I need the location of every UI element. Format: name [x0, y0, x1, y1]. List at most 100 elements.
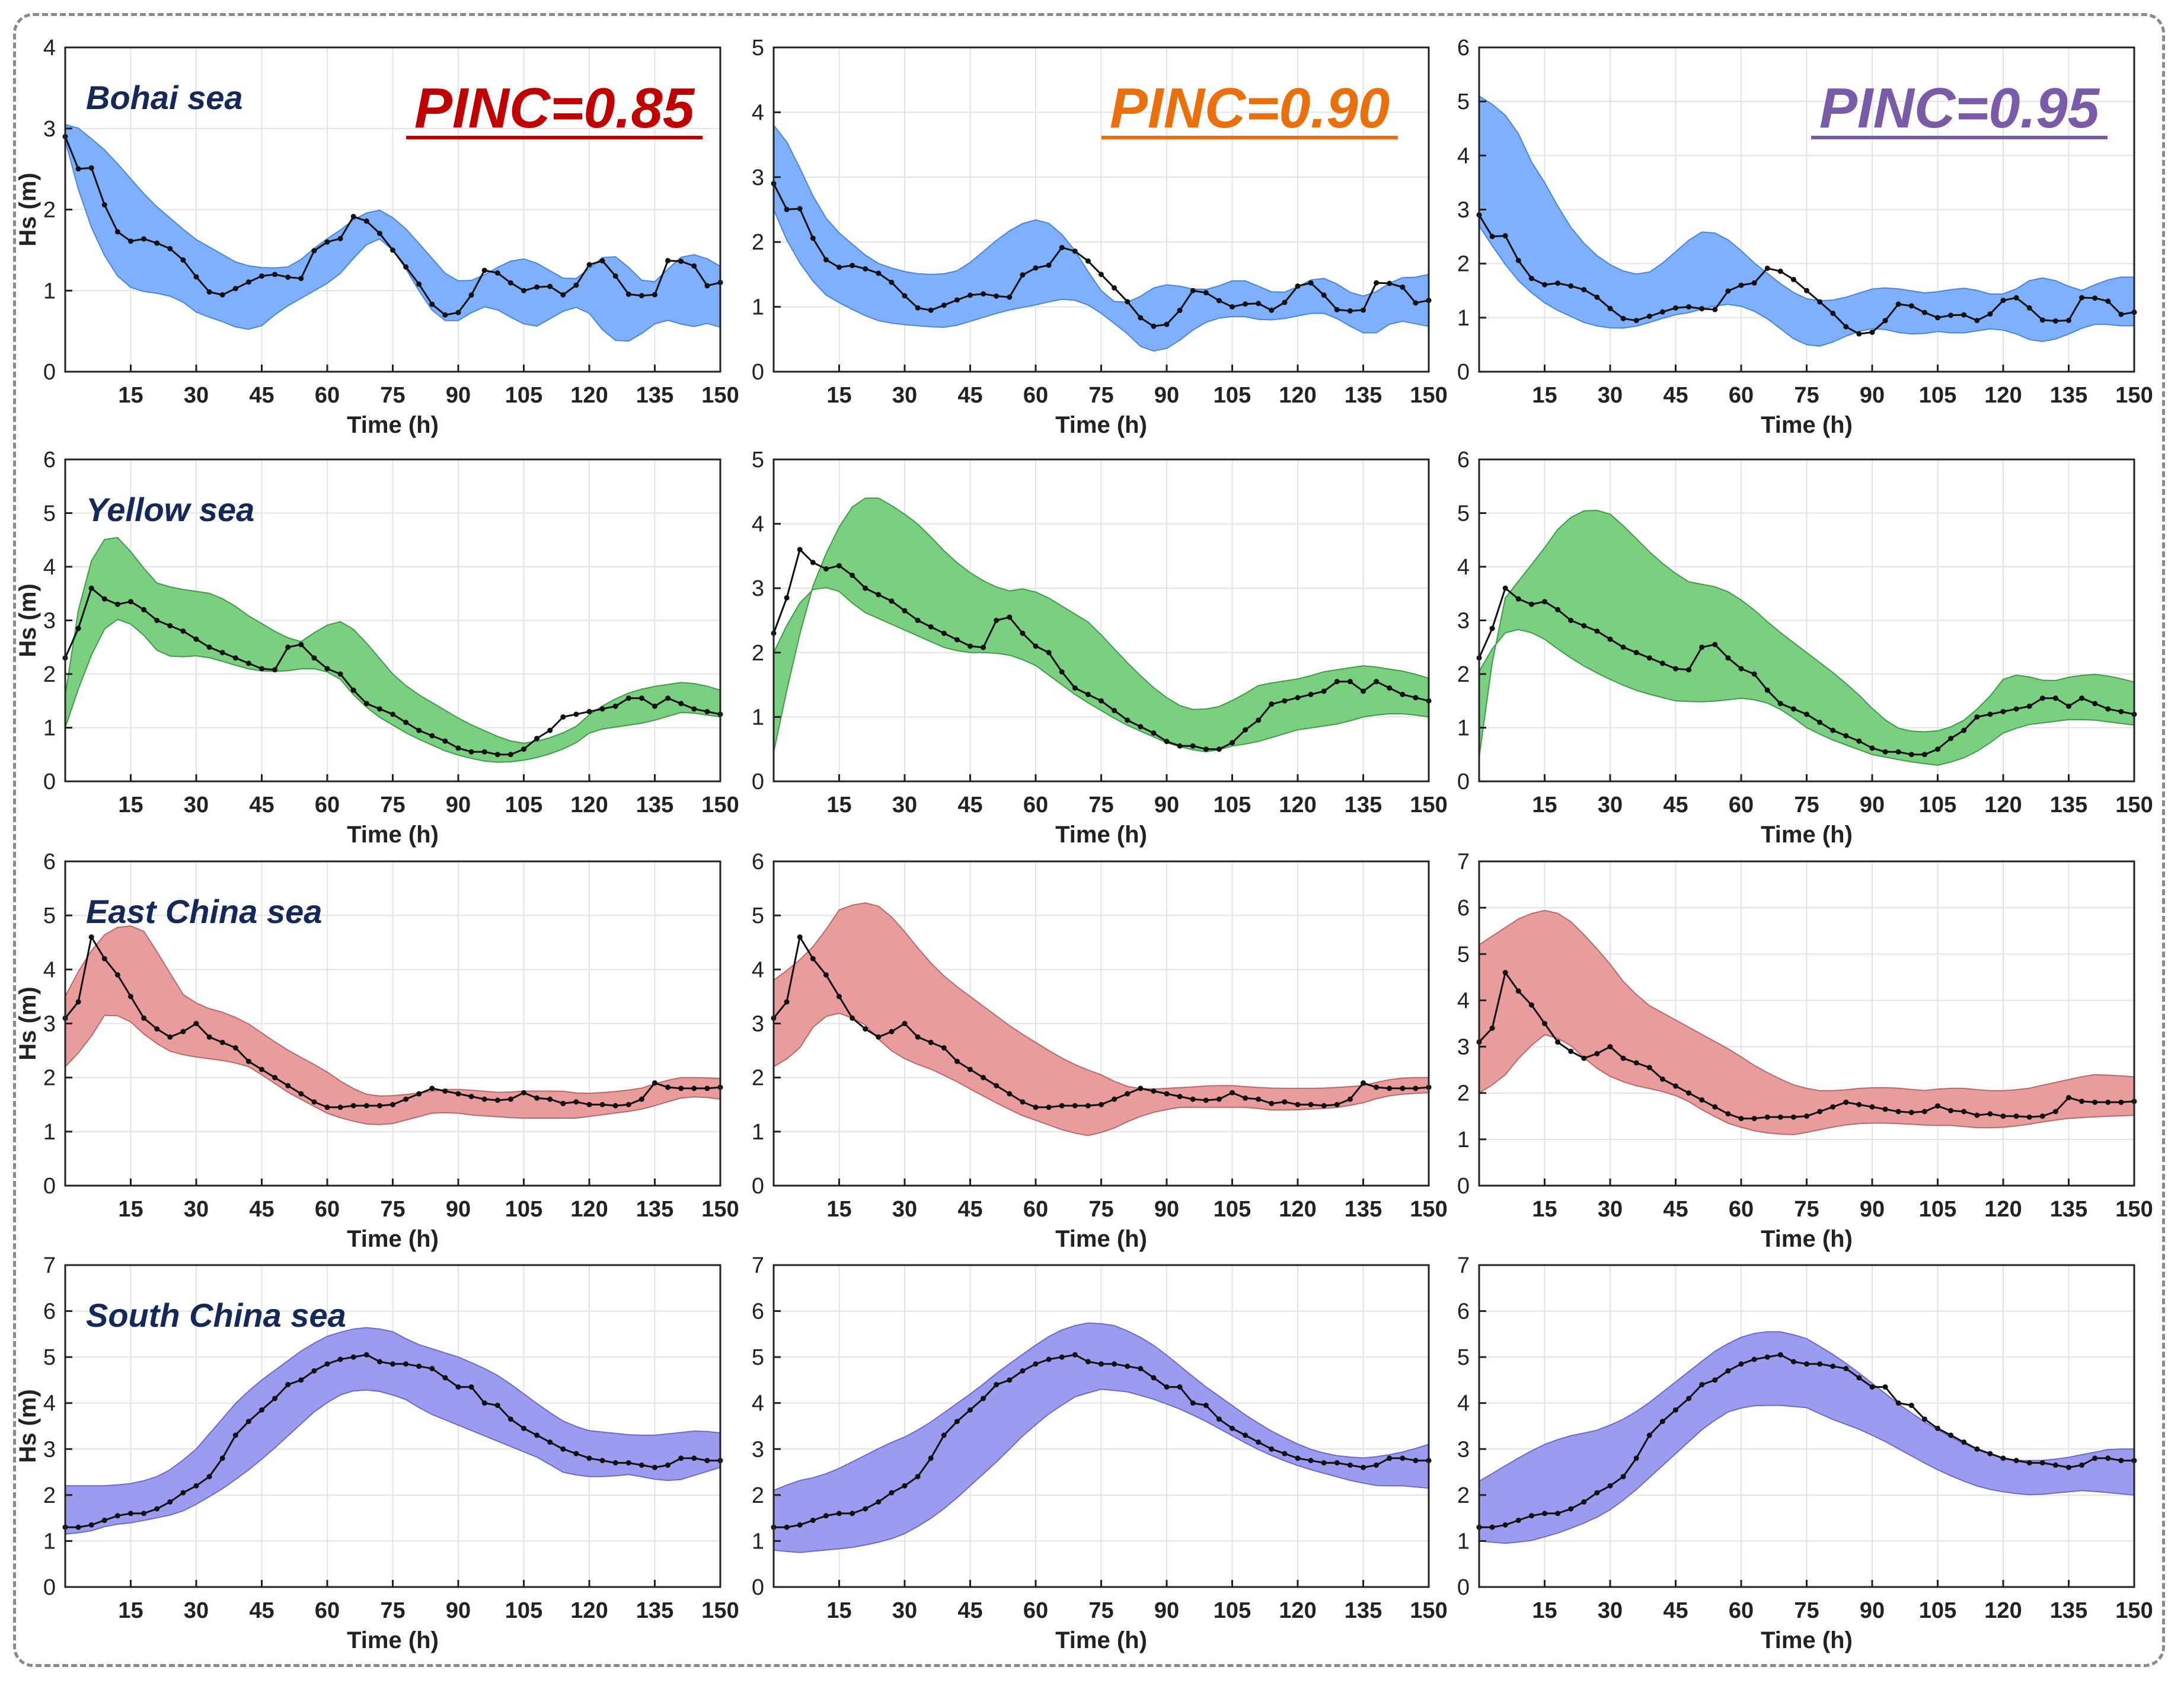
- observed-point: [2092, 295, 2098, 301]
- observed-point: [1374, 679, 1380, 685]
- observed-point: [390, 711, 395, 717]
- x-tick-label: 30: [892, 1598, 917, 1623]
- y-tick-label: 4: [1457, 988, 1470, 1013]
- observed-point: [1334, 1460, 1340, 1466]
- x-tick-label: 45: [1663, 383, 1688, 408]
- x-tick-label: 105: [1214, 793, 1251, 818]
- observed-point: [429, 301, 435, 307]
- observed-point: [141, 236, 147, 242]
- y-tick-label: 2: [43, 1483, 56, 1508]
- observed-point: [1112, 1096, 1117, 1102]
- observed-point: [494, 270, 500, 276]
- y-tick-label: 1: [43, 716, 56, 741]
- observed-point: [1804, 1113, 1809, 1119]
- observed-point: [850, 1511, 855, 1516]
- region-title: South China sea: [86, 1297, 346, 1334]
- y-tick-label: 5: [752, 36, 764, 60]
- observed-point: [1555, 1039, 1561, 1045]
- observed-point: [101, 202, 107, 208]
- observed-point: [1882, 749, 1888, 755]
- observed-point: [1334, 1101, 1340, 1107]
- observed-point: [206, 1034, 212, 1040]
- observed-point: [154, 1506, 160, 1512]
- x-tick-label: 30: [1598, 1598, 1623, 1623]
- observed-point: [1817, 299, 1823, 305]
- x-tick-label: 150: [2115, 1598, 2153, 1623]
- observed-point: [1633, 1060, 1639, 1066]
- y-tick-label: 2: [752, 641, 764, 666]
- observed-point: [941, 1045, 947, 1051]
- observed-point: [350, 213, 356, 219]
- observed-point: [337, 1104, 343, 1110]
- observed-point: [1673, 666, 1678, 672]
- observed-point: [311, 1368, 317, 1374]
- x-tick-label: 75: [1794, 1598, 1819, 1623]
- observed-point: [1659, 1419, 1665, 1425]
- x-axis-label: Time (h): [347, 1627, 439, 1653]
- observed-point: [560, 1100, 566, 1106]
- y-tick-label: 2: [1457, 1483, 1470, 1508]
- observed-point: [114, 229, 120, 235]
- observed-point: [902, 293, 908, 299]
- observed-point: [1138, 1366, 1144, 1372]
- y-tick-label: 2: [1457, 252, 1470, 277]
- observed-point: [1099, 272, 1104, 277]
- x-tick-label: 75: [380, 383, 405, 408]
- observed-point: [1216, 298, 1222, 304]
- x-tick-label: 135: [1345, 383, 1382, 408]
- x-tick-label: 45: [249, 1197, 274, 1222]
- observed-point: [245, 279, 251, 285]
- observed-point: [1594, 294, 1600, 300]
- observed-point: [324, 666, 330, 672]
- y-tick-label: 4: [752, 1391, 764, 1416]
- observed-point: [1817, 1109, 1823, 1115]
- observed-point: [1230, 1425, 1235, 1431]
- observed-point: [547, 283, 553, 289]
- observed-point: [390, 1361, 395, 1367]
- observed-point: [1764, 1354, 1770, 1360]
- observed-point: [232, 655, 238, 661]
- observed-point: [981, 1075, 986, 1081]
- observed-point: [494, 1097, 500, 1103]
- observed-point: [1321, 292, 1327, 298]
- observed-point: [1059, 669, 1065, 675]
- observed-point: [193, 274, 199, 280]
- observed-point: [245, 1058, 251, 1064]
- observed-point: [494, 752, 500, 758]
- observed-point: [547, 1096, 553, 1102]
- observed-point: [1099, 1361, 1104, 1367]
- y-tick-label: 4: [1457, 143, 1470, 168]
- observed-point: [1295, 1455, 1301, 1461]
- observed-point: [494, 1403, 500, 1409]
- observed-point: [1974, 714, 1980, 720]
- y-tick-label: 0: [1457, 769, 1470, 794]
- observed-point: [1059, 1354, 1065, 1360]
- observed-point: [704, 708, 710, 714]
- observed-point: [2013, 706, 2019, 712]
- observed-point: [1190, 743, 1196, 749]
- observed-point: [507, 280, 513, 286]
- observed-point: [1269, 1100, 1275, 1106]
- observed-point: [376, 706, 382, 712]
- observed-point: [2026, 1460, 2032, 1466]
- observed-point: [1921, 1109, 1927, 1115]
- observed-point: [1830, 1364, 1836, 1369]
- observed-point: [1987, 1111, 1993, 1117]
- x-tick-label: 120: [570, 1197, 608, 1222]
- y-tick-label: 1: [1457, 1529, 1470, 1554]
- observed-point: [416, 1364, 422, 1369]
- observed-point: [784, 999, 790, 1005]
- y-tick-label: 4: [752, 957, 764, 982]
- y-tick-label: 6: [752, 1299, 764, 1324]
- y-tick-label: 3: [1457, 198, 1470, 223]
- observed-point: [2000, 298, 2006, 304]
- observed-point: [1804, 1361, 1809, 1367]
- observed-point: [311, 1099, 317, 1105]
- x-tick-label: 45: [957, 1197, 982, 1222]
- observed-point: [390, 247, 395, 253]
- y-tick-label: 3: [43, 1012, 56, 1037]
- x-tick-label: 90: [1860, 793, 1885, 818]
- observed-point: [889, 1029, 895, 1034]
- observed-point: [1007, 1377, 1013, 1383]
